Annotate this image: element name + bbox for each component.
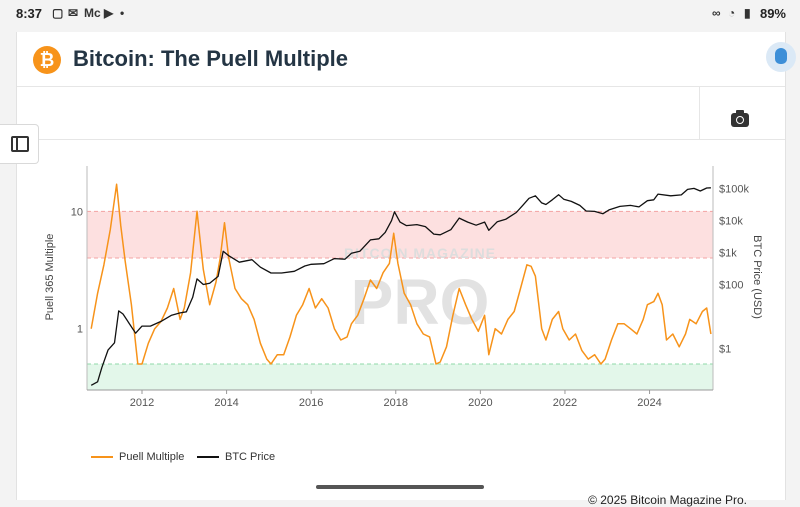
x-tick-label: 2024 — [637, 397, 661, 409]
puell-multiple-chart: BITCOIN MAGAZINE PRO 10 1 $100k $10k $1k $100 $1… — [44, 166, 763, 409]
zone-high — [87, 211, 713, 259]
right-tick-label: $1 — [719, 343, 731, 355]
x-tick-label: 2014 — [214, 397, 238, 409]
link-icon: ∞ — [712, 6, 721, 20]
right-axis-title: BTC Price (USD) — [751, 235, 763, 319]
home-indicator[interactable] — [316, 485, 484, 489]
x-tick-label: 2016 — [299, 397, 323, 409]
assistant-button[interactable] — [766, 42, 796, 72]
notif-text: Mc — [84, 6, 101, 20]
right-tick-label: $100k — [719, 184, 749, 196]
right-tick-label: $100 — [719, 280, 743, 292]
chart-card: ₿ Bitcoin: The Puell Multiple BITCOIN MA… — [16, 32, 786, 507]
watermark-pro: PRO — [351, 266, 490, 338]
right-tick-label: $1k — [719, 248, 737, 260]
chart-toolbar — [17, 87, 785, 140]
copyright-text: © 2025 Bitcoin Magazine Pro. — [588, 493, 747, 507]
left-tick-label: 10 — [71, 206, 83, 218]
series-puell-line — [90, 183, 712, 365]
left-tick-label: 1 — [77, 324, 83, 336]
battery-level: 89% — [759, 6, 786, 21]
chart-header: ₿ Bitcoin: The Puell Multiple — [17, 32, 785, 87]
watermark-top: BITCOIN MAGAZINE — [344, 245, 496, 261]
x-tick-label: 2012 — [130, 397, 154, 409]
sidebar-toggle-icon — [11, 136, 29, 152]
x-tick-label: 2020 — [468, 397, 492, 409]
status-time: 8:37 — [16, 6, 43, 21]
legend-label-puell: Puell Multiple — [119, 451, 185, 463]
legend-label-btc: BTC Price — [225, 451, 276, 463]
zone-low — [87, 363, 713, 390]
series-btc-price-line — [90, 187, 711, 386]
camera-icon[interactable] — [731, 110, 749, 127]
battery-icon: ▮ — [744, 6, 751, 20]
legend-item-puell[interactable]: Puell Multiple — [91, 451, 184, 463]
right-tick-label: $10k — [719, 216, 743, 228]
sidebar-toggle-button[interactable] — [0, 124, 39, 164]
toolbar-divider — [699, 87, 700, 139]
x-tick-label: 2022 — [553, 397, 577, 409]
wifi-icon: ◔ — [728, 6, 736, 20]
youtube-icon: ▶ — [104, 6, 114, 20]
legend-item-btc[interactable]: BTC Price — [197, 451, 275, 463]
status-bar: 8:37 ▢ ✉ Mc ▶ • ∞ ◔ ▮ 89% — [0, 0, 800, 28]
screenshot-notif-icon: ▢ — [52, 6, 64, 20]
x-tick-label: 2018 — [384, 397, 408, 409]
assistant-icon — [775, 48, 787, 64]
legend-swatch-btc — [197, 456, 219, 459]
left-axis-title: Puell 365 Multiple — [44, 234, 56, 321]
page-title: Bitcoin: The Puell Multiple — [73, 46, 348, 71]
more-notifs-icon: • — [120, 6, 125, 20]
gmail-icon: ✉ — [68, 6, 79, 20]
legend-swatch-puell — [91, 456, 113, 459]
bitcoin-logo-icon: ₿ — [33, 46, 61, 74]
